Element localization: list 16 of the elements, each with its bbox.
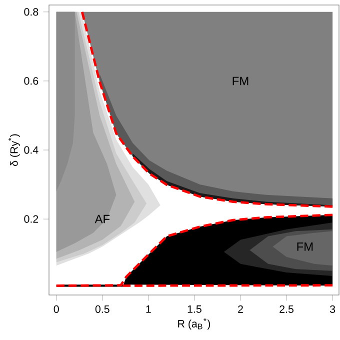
- x-tick-label: 2.5: [280, 305, 294, 313]
- x-tick-label: 0.5: [95, 305, 110, 313]
- y-tick-label: 0.2: [24, 215, 38, 223]
- annotation: AF: [94, 214, 110, 224]
- x-tick-label: 1.5: [188, 305, 202, 313]
- y-tick-label: 0.6: [24, 77, 38, 85]
- x-tick-label: 0: [54, 305, 59, 313]
- x-axis-title: R (a$_{B}$$^{*}$): [178, 318, 210, 330]
- x-tick-label: 3: [330, 305, 336, 313]
- y-tick-label: 0.4: [24, 146, 38, 154]
- x-tick-label: 1: [146, 305, 151, 313]
- y-axis-title: δ (Ry$^{*}$): [8, 134, 20, 166]
- annotation: FM: [232, 76, 248, 86]
- x-tick-label: 2: [238, 305, 243, 313]
- annotation: FM: [297, 242, 313, 251]
- y-tick-label: 0.8: [24, 8, 38, 16]
